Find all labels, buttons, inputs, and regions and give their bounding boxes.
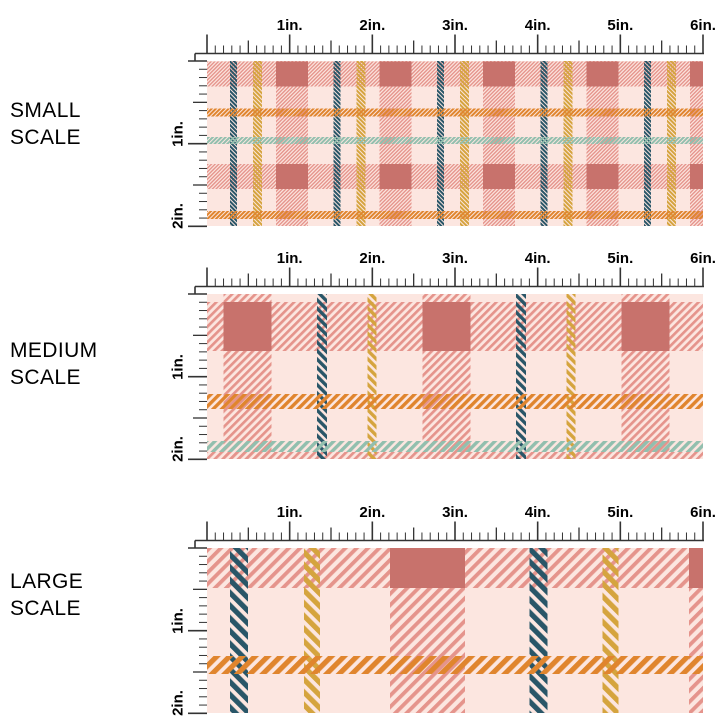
ruler-inch-label: 1in.	[276, 504, 303, 521]
ruler-inch-label: 6in.	[690, 17, 716, 34]
horizontal-ruler	[191, 520, 711, 549]
scale-label-line: SCALE	[10, 126, 81, 149]
fabric-swatch-large	[207, 548, 703, 713]
ruler-inch-label: 6in.	[690, 504, 716, 521]
ruler-inch-label: 3in.	[442, 250, 468, 267]
ruler-inch-label: 5in.	[607, 250, 634, 267]
ruler-inch-label: 1in.	[276, 17, 303, 34]
ruler-inch-label: 2in.	[359, 504, 386, 521]
ruler-inch-label: 4in.	[524, 504, 551, 521]
ruler-vertical-inch-label: 1in.	[169, 120, 187, 147]
scale-label-line: MEDIUM	[10, 339, 98, 362]
horizontal-ruler-ticks	[194, 34, 704, 61]
ruler-vertical-inch-label: 1in.	[169, 607, 187, 634]
scale-label: SMALL SCALE	[10, 97, 81, 151]
horizontal-ruler-ticks	[194, 267, 704, 294]
ruler-vertical-inch-label: 2in.	[169, 203, 187, 230]
vertical-ruler	[186, 293, 208, 464]
horizontal-ruler-ticks	[194, 521, 704, 548]
ruler-inch-label: 5in.	[607, 17, 634, 34]
ruler-inch-label: 4in.	[524, 17, 551, 34]
horizontal-ruler	[191, 33, 711, 62]
ruler-vertical-inch-label: 1in.	[169, 353, 187, 380]
fabric-swatch-small	[207, 61, 703, 226]
vertical-ruler-ticks	[188, 60, 207, 228]
ruler-inch-label: 3in.	[442, 17, 468, 34]
ruler-inch-label: 3in.	[442, 504, 468, 521]
vertical-ruler-ticks	[188, 293, 207, 461]
vertical-ruler	[186, 60, 208, 231]
ruler-inch-label: 5in.	[607, 504, 634, 521]
plaid-pattern-small	[207, 61, 703, 226]
scale-label-line: SCALE	[10, 597, 81, 620]
ruler-inch-label: 6in.	[690, 250, 716, 267]
vertical-ruler	[186, 547, 208, 718]
ruler-vertical-inch-label: 2in.	[169, 690, 187, 717]
section-small: SMALL SCALE 1in. 2in. 3in. 4in. 5in. 6in. 1in.…	[0, 0, 720, 240]
ruler-inch-label: 4in.	[524, 250, 551, 267]
vertical-ruler-ticks	[188, 547, 207, 715]
scale-label: MEDIUM SCALE	[10, 337, 98, 391]
scale-label: LARGE SCALE	[10, 568, 83, 622]
fabric-swatch-medium	[207, 294, 703, 459]
scale-label-line: SMALL	[10, 99, 81, 122]
scale-label-line: LARGE	[10, 570, 84, 593]
ruler-inch-label: 2in.	[359, 17, 386, 34]
ruler-vertical-inch-label: 2in.	[169, 436, 187, 463]
horizontal-ruler	[191, 266, 711, 295]
ruler-inch-label: 2in.	[359, 250, 386, 267]
plaid-pattern-large	[207, 548, 703, 713]
section-large: LARGE SCALE 1in. 2in. 3in. 4in. 5in. 6in. 1in.…	[0, 480, 720, 720]
ruler-inch-label: 1in.	[276, 250, 303, 267]
section-medium: MEDIUM SCALE 1in. 2in. 3in. 4in. 5in. 6in. 1in…	[0, 240, 720, 480]
scale-label-line: SCALE	[10, 366, 81, 389]
plaid-pattern-medium	[207, 294, 703, 459]
